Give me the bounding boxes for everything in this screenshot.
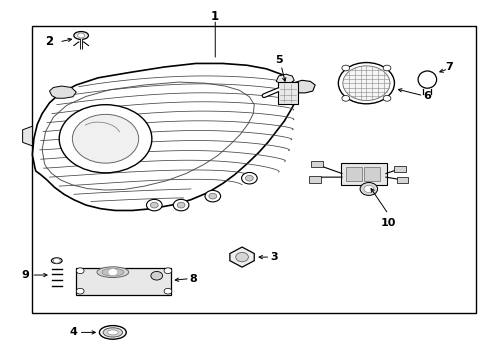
Circle shape [338, 63, 394, 104]
Circle shape [163, 288, 171, 294]
Ellipse shape [97, 267, 128, 278]
FancyBboxPatch shape [364, 167, 379, 181]
Circle shape [341, 65, 349, 71]
Circle shape [150, 202, 158, 208]
FancyBboxPatch shape [396, 177, 407, 183]
Circle shape [363, 185, 373, 193]
FancyBboxPatch shape [311, 161, 323, 167]
Circle shape [72, 114, 139, 163]
Circle shape [76, 288, 84, 294]
Circle shape [235, 252, 248, 262]
Ellipse shape [107, 330, 118, 335]
Text: 6: 6 [423, 91, 430, 101]
Circle shape [341, 95, 349, 101]
Text: 1: 1 [211, 10, 219, 23]
Ellipse shape [51, 258, 62, 264]
Circle shape [382, 95, 390, 101]
Bar [32, 26, 475, 313]
Circle shape [53, 258, 60, 263]
Circle shape [359, 183, 377, 195]
Ellipse shape [74, 32, 88, 40]
FancyBboxPatch shape [393, 166, 405, 172]
Text: 4: 4 [70, 327, 78, 337]
Text: 7: 7 [445, 62, 452, 72]
FancyBboxPatch shape [277, 82, 298, 104]
Ellipse shape [99, 325, 126, 339]
Text: 3: 3 [269, 252, 277, 262]
FancyBboxPatch shape [345, 167, 361, 181]
FancyBboxPatch shape [308, 176, 320, 183]
Circle shape [59, 105, 152, 173]
Polygon shape [292, 80, 315, 93]
Polygon shape [22, 126, 32, 146]
Polygon shape [229, 247, 254, 267]
Circle shape [173, 199, 188, 211]
Ellipse shape [417, 71, 436, 88]
Polygon shape [276, 74, 294, 84]
Circle shape [241, 172, 257, 184]
Circle shape [163, 268, 171, 274]
Circle shape [382, 65, 390, 71]
Text: 2: 2 [45, 35, 53, 49]
Circle shape [204, 190, 220, 202]
Bar [76, 268, 171, 295]
Circle shape [76, 268, 84, 274]
Circle shape [245, 175, 253, 181]
Circle shape [342, 66, 389, 100]
Circle shape [78, 33, 84, 38]
Polygon shape [32, 63, 298, 211]
Circle shape [208, 193, 216, 199]
Text: 8: 8 [189, 274, 197, 284]
Ellipse shape [103, 328, 122, 337]
Text: 9: 9 [21, 270, 29, 280]
Text: 10: 10 [380, 218, 395, 228]
Ellipse shape [102, 268, 123, 276]
Circle shape [177, 202, 184, 208]
FancyBboxPatch shape [340, 163, 386, 185]
Circle shape [151, 271, 162, 280]
Circle shape [146, 199, 162, 211]
Text: 5: 5 [274, 55, 282, 65]
Circle shape [108, 269, 118, 276]
Polygon shape [49, 86, 76, 98]
